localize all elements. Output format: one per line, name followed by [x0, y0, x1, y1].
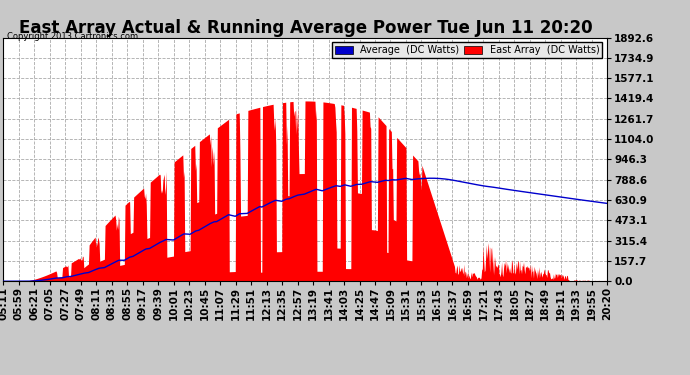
Title: East Array Actual & Running Average Power Tue Jun 11 20:20: East Array Actual & Running Average Powe… [19, 20, 592, 38]
Legend: Average  (DC Watts), East Array  (DC Watts): Average (DC Watts), East Array (DC Watts… [332, 42, 602, 58]
Text: Copyright 2013 Cartronics.com: Copyright 2013 Cartronics.com [7, 32, 138, 41]
